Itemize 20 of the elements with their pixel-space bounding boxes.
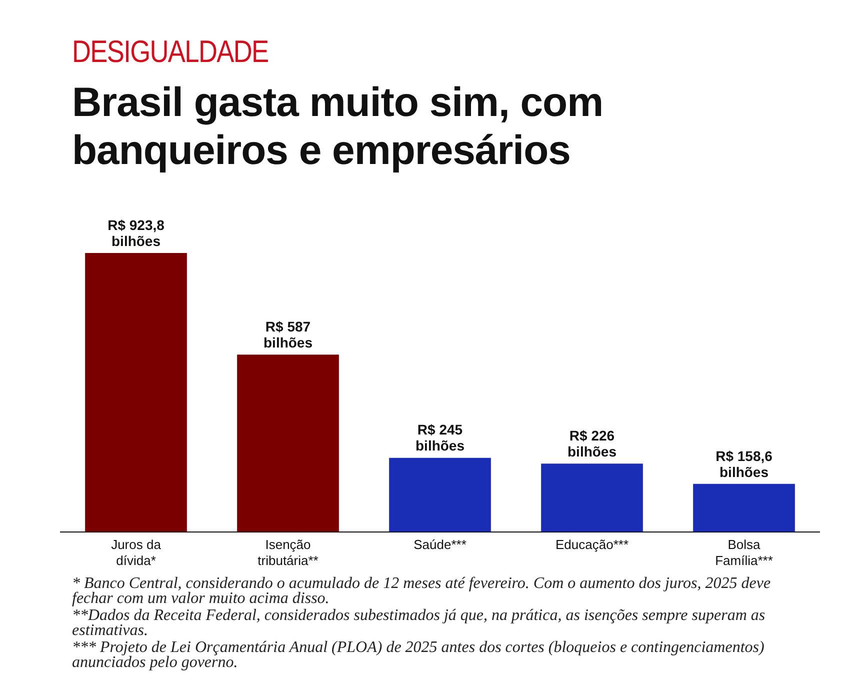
text: **Dados da Receita Federal, considerados subestimados já que, na prática, as isenções sempre superam as estimativas. (72, 607, 766, 639)
x-tick-label: Saúde*** (414, 537, 466, 552)
bar (389, 458, 491, 532)
bar (85, 252, 187, 532)
data-label: R$ 226 bilhões (567, 427, 617, 460)
bar (541, 464, 643, 532)
x-tick-label: Bolsa Família*** (715, 537, 773, 568)
bar (237, 354, 339, 532)
text: *** Projeto de Lei Orçamentária Anual (PLOA) de 2025 antes dos cortes (bloqueios e contingenciamentos) anunciados pelo governo. (72, 639, 766, 671)
x-tick-label: Juros da dívida* (111, 537, 162, 568)
data-label: R$ 923,8 bilhões (108, 216, 165, 249)
chart-subtitle: DESIGUALDADE (72, 34, 268, 70)
data-label: R$ 587 bilhões (263, 318, 313, 351)
x-tick-label: Educação*** (556, 537, 628, 552)
chart-title: Brasil gasta muito sim, com banqueiros e empresários (72, 78, 604, 174)
x-tick-label: Isenção tributária** (258, 537, 318, 568)
data-label: R$ 245 bilhões (415, 422, 465, 454)
text: * Banco Central, considerando o acumulado de 12 meses até fevereiro. Com o aumento dos juros, 2025 deve fechar com um valor muito acima disso. (72, 575, 772, 607)
bar (693, 484, 795, 532)
data-label: R$ 158,6 bilhões (716, 448, 773, 480)
